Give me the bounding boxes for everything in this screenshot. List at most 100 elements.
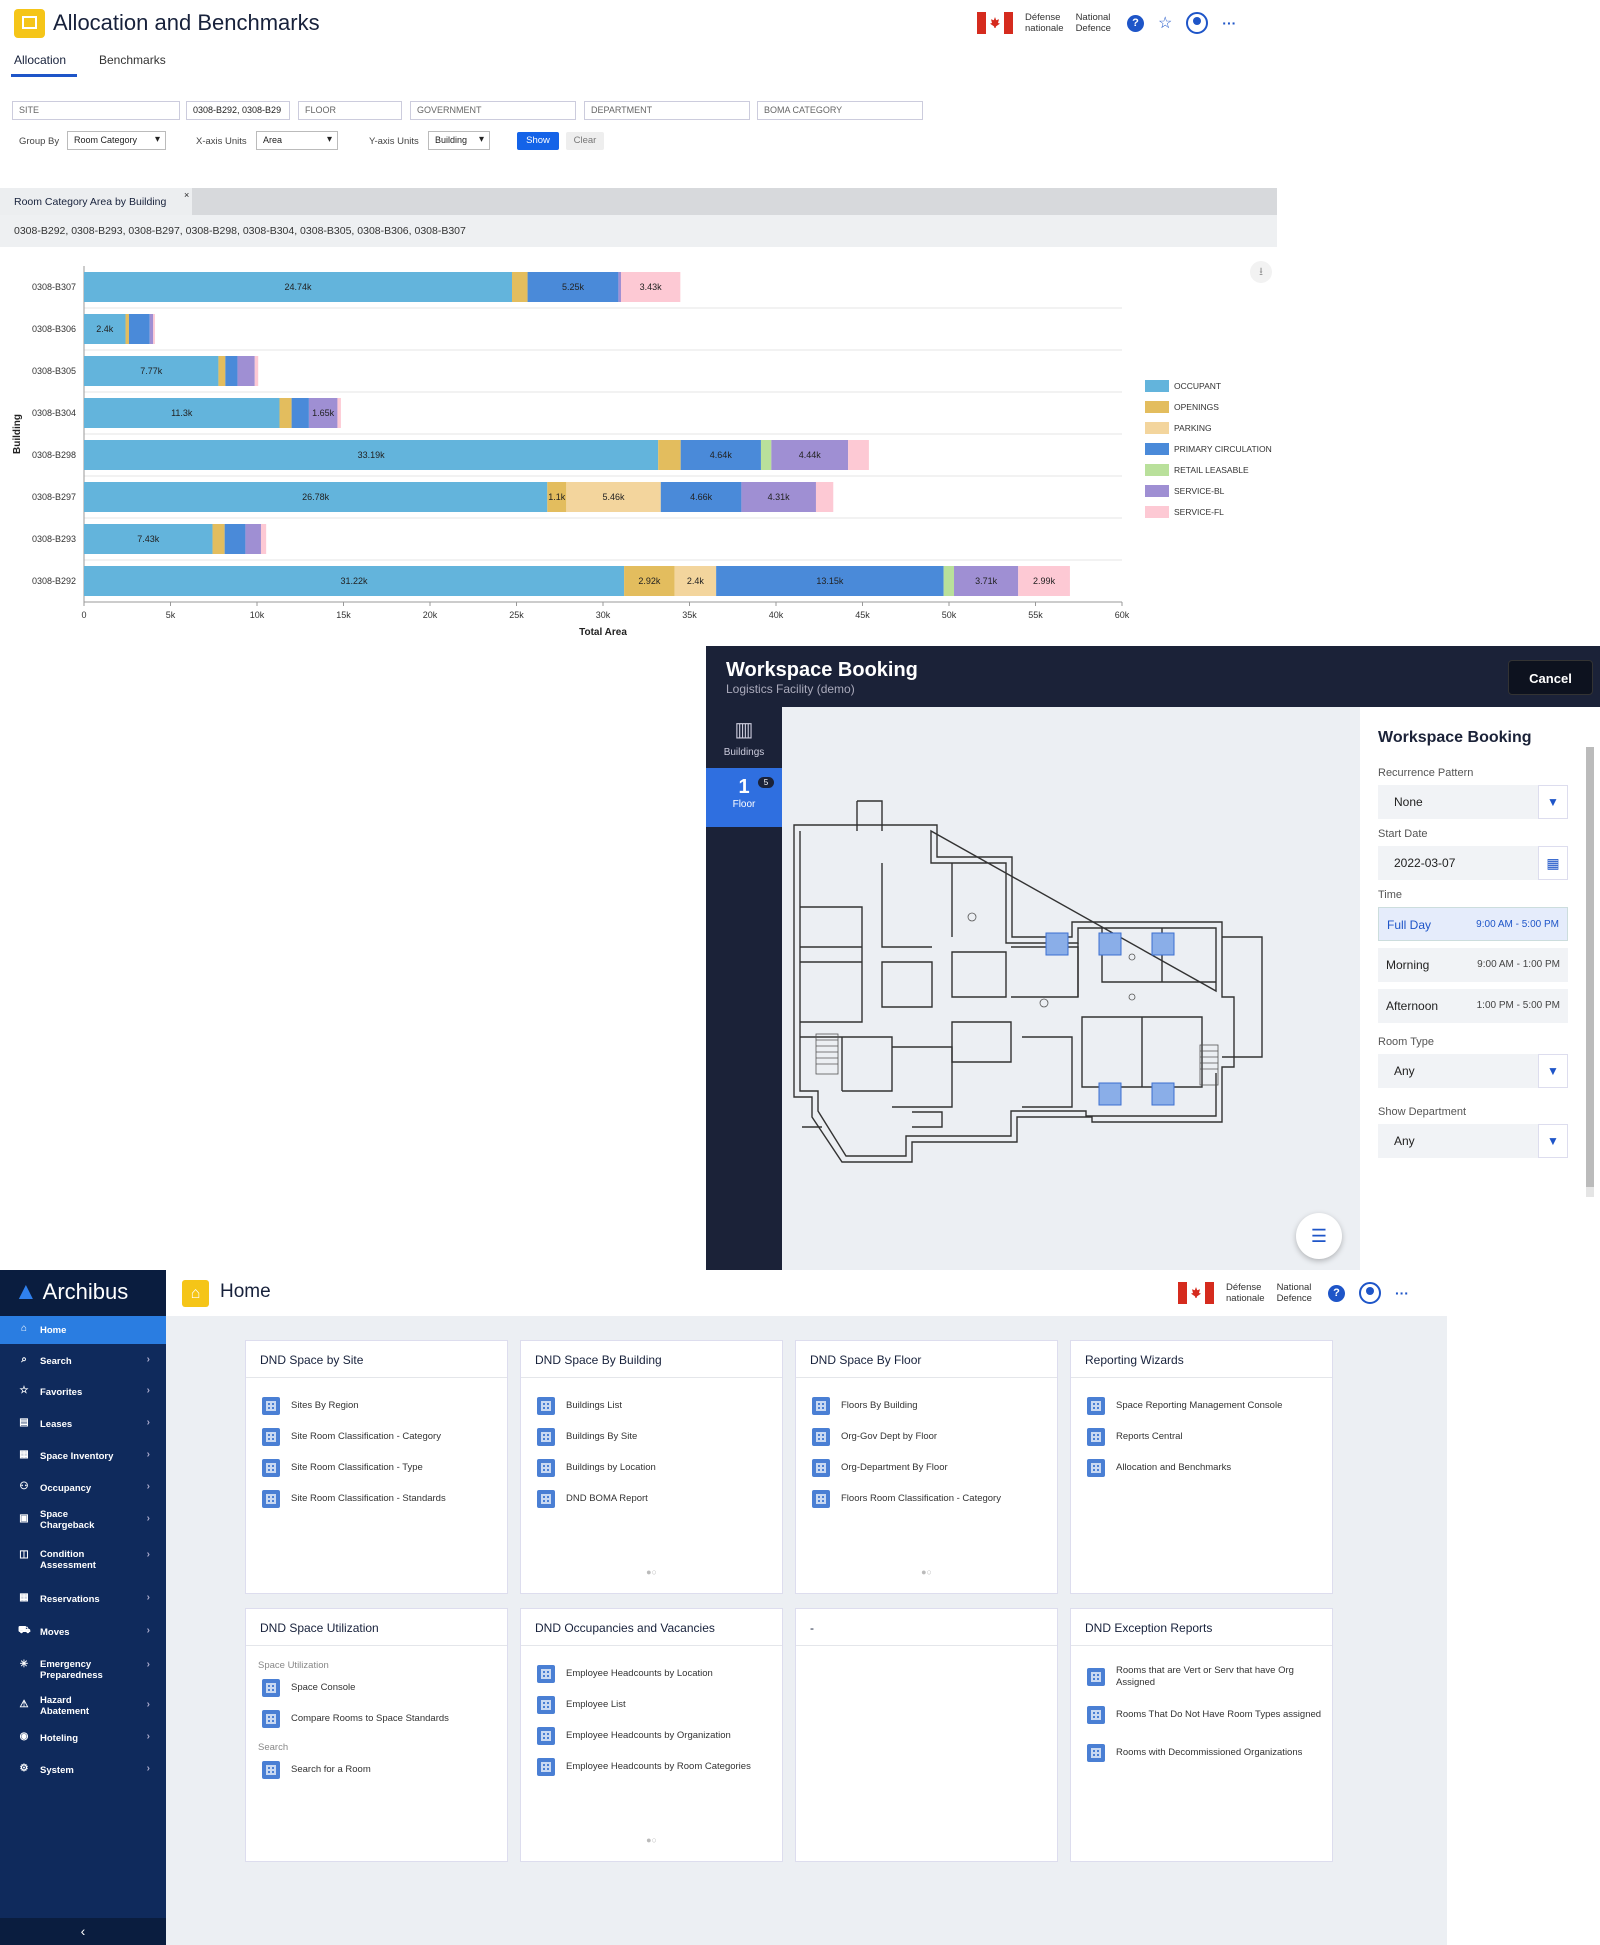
tab-benchmarks[interactable]: Benchmarks (99, 53, 166, 67)
bar-segment (153, 314, 155, 344)
panel-tab[interactable]: Room Category Area by Building (0, 188, 192, 215)
sidebar-item-system[interactable]: ⚙ System › (0, 1756, 166, 1784)
sidebar-item-hoteling[interactable]: ◉ Hoteling › (0, 1724, 166, 1752)
government-field[interactable]: GOVERNMENT (410, 101, 576, 120)
card-link-label: Rooms that are Vert or Serv that have Or… (1116, 1665, 1294, 1688)
start-date-field[interactable]: 2022-03-07 (1378, 846, 1568, 880)
time-morning[interactable]: Morning 9:00 AM - 1:00 PM (1378, 948, 1568, 982)
building-field[interactable]: 0308-B292, 0308-B29 (186, 101, 290, 120)
active-tab-underline (11, 74, 77, 77)
sidebar-item-label: Occupancy (40, 1482, 92, 1494)
card-link[interactable]: Floors Room Classification - Category (812, 1489, 1052, 1509)
card-link[interactable]: Reports Central (1087, 1427, 1327, 1447)
sidebar-item-condition-assessment[interactable]: ◫ Condition Assessment › (0, 1542, 166, 1578)
card-link[interactable]: Site Room Classification - Type (262, 1458, 502, 1478)
card-link[interactable]: Employee Headcounts by Room Categories (537, 1757, 777, 1777)
card-link[interactable]: Space Console (262, 1678, 502, 1698)
chevron-down-icon[interactable]: ▼ (1538, 1054, 1568, 1088)
clear-button[interactable]: Clear (566, 132, 604, 150)
card-link[interactable]: Site Room Classification - Standards (262, 1489, 502, 1509)
card-link[interactable]: Employee Headcounts by Organization (537, 1726, 777, 1746)
card-title: DND Exception Reports (1071, 1609, 1332, 1646)
calendar-icon[interactable]: ▦ (1538, 846, 1568, 880)
sidebar-item-search[interactable]: ⌕ Search › (0, 1347, 166, 1375)
card-link[interactable]: Employee List (537, 1695, 777, 1715)
card-link[interactable]: Buildings List (537, 1396, 777, 1416)
floor-plan[interactable] (782, 707, 1360, 1270)
bar-segment (84, 356, 219, 386)
booking-subtitle: Logistics Facility (demo) (726, 682, 855, 696)
dnd-en: National Defence (1075, 12, 1111, 34)
buildings-nav[interactable]: ▥ Buildings (706, 719, 782, 758)
pager-dots[interactable]: ●○ (646, 1567, 657, 1577)
occupancy-icon: ⚇ (19, 1481, 29, 1492)
sidebar-item-reservations[interactable]: ▦ Reservations › (0, 1585, 166, 1613)
user-avatar-icon[interactable] (1186, 12, 1209, 34)
favorite-star-icon[interactable]: ☆ (1157, 15, 1173, 32)
card-link[interactable]: Search for a Room (262, 1760, 502, 1780)
sidebar-item-leases[interactable]: ▤ Leases › (0, 1410, 166, 1438)
help-icon[interactable]: ? (1126, 14, 1144, 32)
department-field[interactable]: DEPARTMENT (584, 101, 750, 120)
pager-dots[interactable]: ●○ (646, 1835, 657, 1845)
bar-segment (618, 272, 621, 302)
help-icon[interactable]: ? (1327, 1284, 1345, 1302)
card-link[interactable]: Rooms with Decommissioned Organizations (1087, 1740, 1327, 1766)
show-button[interactable]: Show (517, 132, 559, 150)
card-link[interactable]: Floors By Building (812, 1396, 1052, 1416)
download-icon[interactable]: ⭳ (1250, 261, 1272, 283)
sidebar-item-moves[interactable]: ⛟ Moves › (0, 1618, 166, 1646)
boma-category-field[interactable]: BOMA CATEGORY (757, 101, 923, 120)
sidebar-item-label: Moves (40, 1626, 70, 1638)
tab-allocation[interactable]: Allocation (14, 53, 67, 67)
more-icon[interactable]: ··· (1222, 15, 1237, 31)
yaxis-select[interactable]: Building (428, 131, 490, 150)
card-link[interactable]: Org-Department By Floor (812, 1458, 1052, 1478)
sidebar-item-space-chargeback[interactable]: ▣ Space Chargeback › (0, 1506, 166, 1534)
card-link[interactable]: Org-Gov Dept by Floor (812, 1427, 1052, 1447)
user-avatar-icon[interactable] (1358, 1282, 1381, 1304)
group-by-select[interactable]: Room Category (67, 131, 166, 150)
floor-nav[interactable]: 1 Floor 5 (706, 768, 782, 827)
collapse-sidebar-button[interactable]: ‹ (0, 1918, 166, 1945)
bar-segment (741, 482, 816, 512)
time-afternoon[interactable]: Afternoon 1:00 PM - 5:00 PM (1378, 989, 1568, 1023)
card-link[interactable]: Rooms That Do Not Have Room Types assign… (1087, 1702, 1327, 1728)
bar-segment (128, 314, 150, 344)
card-link[interactable]: Site Room Classification - Category (262, 1427, 502, 1447)
card-link[interactable]: Buildings by Location (537, 1458, 777, 1478)
card-link[interactable]: Space Reporting Management Console (1087, 1396, 1327, 1416)
card-4: DND Space Utilization Space Utilization Sp… (245, 1608, 508, 1862)
sidebar-item-label: Reservations (40, 1593, 100, 1605)
sidebar-item-emergency-preparedness[interactable]: ✳ Emergency Preparedness › (0, 1652, 166, 1688)
more-icon[interactable]: ··· (1394, 1285, 1409, 1301)
card-link[interactable]: Employee Headcounts by Location (537, 1664, 777, 1684)
chevron-right-icon: › (146, 1417, 150, 1428)
floor-field[interactable]: FLOOR (298, 101, 402, 120)
time-full-day[interactable]: Full Day 9:00 AM - 5:00 PM (1378, 907, 1568, 941)
cancel-button[interactable]: Cancel (1508, 660, 1593, 695)
pager-dots[interactable]: ●○ (921, 1567, 932, 1577)
scrollbar[interactable] (1586, 747, 1594, 1197)
room-type-select[interactable]: Any (1378, 1054, 1568, 1088)
card-link[interactable]: Sites By Region (262, 1396, 502, 1416)
card-link[interactable]: Buildings By Site (537, 1427, 777, 1447)
chevron-down-icon[interactable]: ▼ (1538, 1124, 1568, 1158)
chevron-down-icon[interactable]: ▼ (1538, 785, 1568, 819)
xaxis-select[interactable]: Area (256, 131, 338, 150)
site-field[interactable]: SITE (12, 101, 180, 120)
sidebar-item-home[interactable]: ⌂ Home (0, 1316, 166, 1344)
close-tab-icon[interactable]: × (184, 190, 190, 200)
list-view-button[interactable]: ☰ (1296, 1213, 1342, 1259)
card-link[interactable]: Allocation and Benchmarks (1087, 1458, 1327, 1478)
department-select[interactable]: Any (1378, 1124, 1568, 1158)
card-link[interactable]: Compare Rooms to Space Standards (262, 1709, 502, 1729)
card-link-label: Sites By Region (291, 1400, 359, 1411)
card-link[interactable]: DND BOMA Report (537, 1489, 777, 1509)
sidebar-item-occupancy[interactable]: ⚇ Occupancy › (0, 1474, 166, 1502)
sidebar-item-space-inventory[interactable]: ▦ Space Inventory › (0, 1442, 166, 1470)
sidebar-item-hazard-abatement[interactable]: ⚠ Hazard Abatement › (0, 1692, 166, 1720)
card-link[interactable]: Rooms that are Vert or Serv that have Or… (1087, 1664, 1327, 1690)
recurrence-select[interactable]: None (1378, 785, 1568, 819)
sidebar-item-favorites[interactable]: ☆ Favorites › (0, 1378, 166, 1406)
